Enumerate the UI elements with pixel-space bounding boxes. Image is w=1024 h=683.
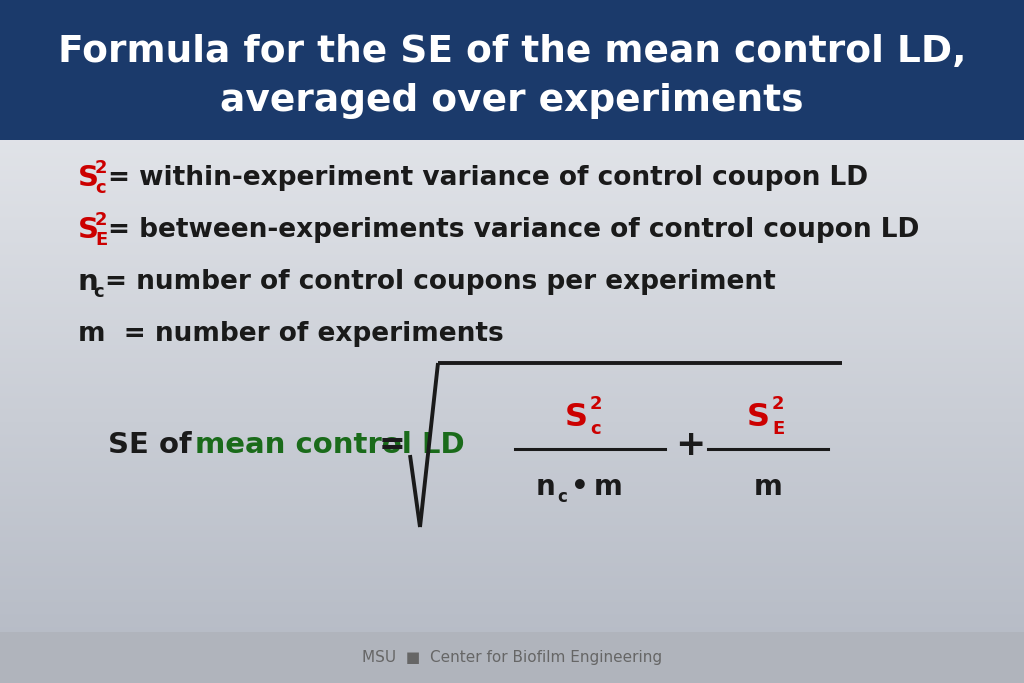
- Text: 2: 2: [95, 211, 108, 229]
- Text: Formula for the SE of the mean control LD,: Formula for the SE of the mean control L…: [57, 33, 967, 70]
- Text: S: S: [564, 402, 588, 432]
- Text: •: •: [571, 473, 589, 501]
- Text: mean control LD: mean control LD: [195, 431, 465, 459]
- Text: =: =: [379, 430, 406, 460]
- Text: MSU  ■  Center for Biofilm Engineering: MSU ■ Center for Biofilm Engineering: [361, 650, 663, 665]
- Text: S: S: [78, 216, 99, 244]
- Text: SE of: SE of: [108, 431, 202, 459]
- Text: m  = number of experiments: m = number of experiments: [78, 321, 504, 347]
- Text: 2: 2: [772, 395, 784, 413]
- Bar: [0, 0, 1024, 140]
- Text: = within-experiment variance of control coupon LD: = within-experiment variance of control …: [108, 165, 868, 191]
- Text: 2: 2: [95, 159, 108, 177]
- Text: n: n: [536, 473, 555, 501]
- Text: m: m: [594, 473, 623, 501]
- Text: c: c: [557, 488, 567, 506]
- Text: c: c: [95, 179, 105, 197]
- Text: E: E: [95, 231, 108, 249]
- Text: n: n: [78, 268, 98, 296]
- Text: c: c: [93, 283, 103, 301]
- Text: averaged over experiments: averaged over experiments: [220, 83, 804, 119]
- Text: 2: 2: [590, 395, 602, 413]
- Text: S: S: [78, 164, 99, 192]
- Text: m: m: [754, 473, 782, 501]
- Text: = number of control coupons per experiment: = number of control coupons per experime…: [105, 269, 776, 295]
- Text: S: S: [746, 402, 769, 432]
- Text: = between-experiments variance of control coupon LD: = between-experiments variance of contro…: [108, 217, 920, 243]
- Text: E: E: [772, 420, 784, 438]
- Bar: [0, 632, 1024, 683]
- Text: c: c: [591, 420, 601, 438]
- Text: +: +: [675, 428, 706, 462]
